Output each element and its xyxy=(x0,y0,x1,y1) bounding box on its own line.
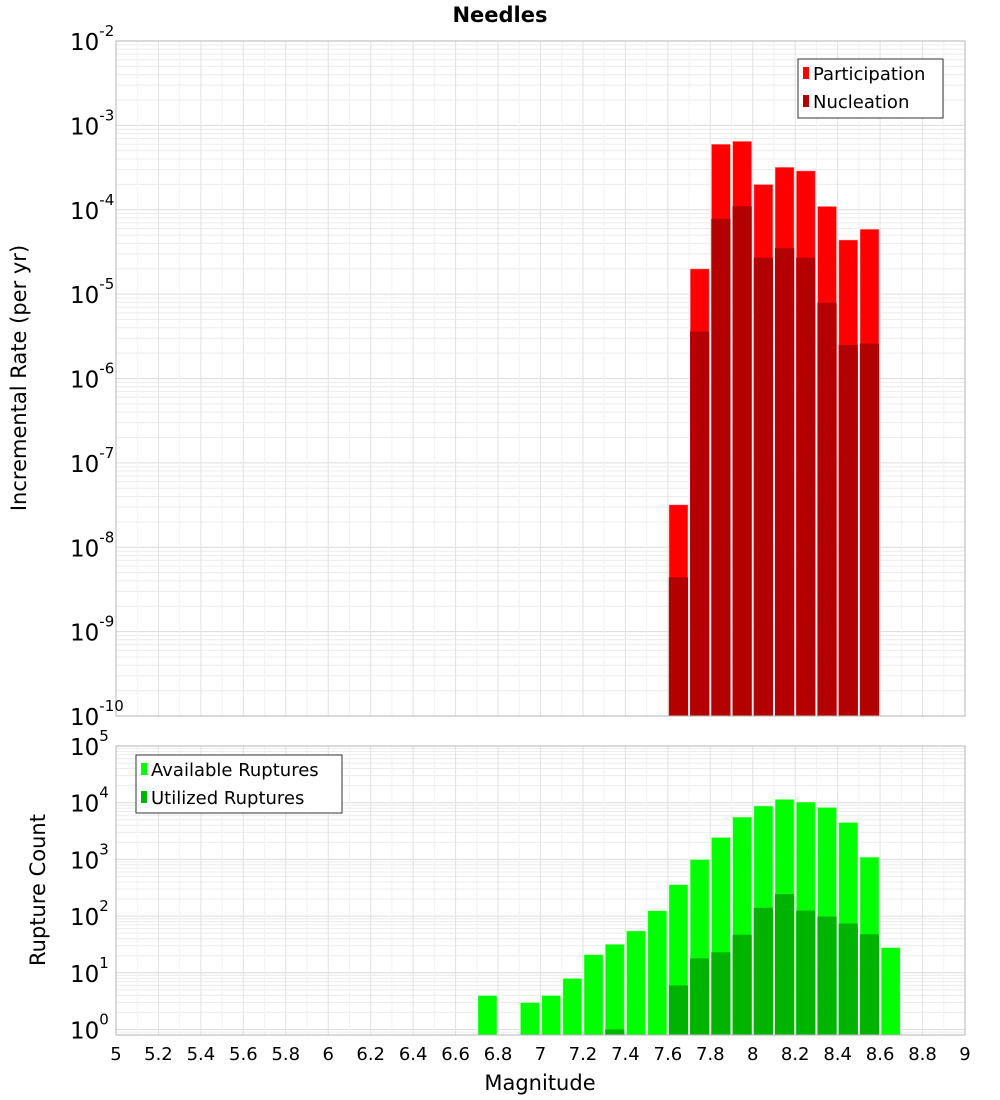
nucleation-bar xyxy=(859,343,880,716)
available-ruptures-bar xyxy=(519,1001,541,1036)
x-tick-label: 8.2 xyxy=(781,1044,810,1065)
nucleation-bar xyxy=(796,257,816,716)
nucleation-bar xyxy=(732,206,752,716)
available-ruptures-bar xyxy=(880,946,901,1036)
y-tick-label: 105 xyxy=(70,727,109,761)
utilized-ruptures-bar xyxy=(711,952,731,1035)
nucleation-bar xyxy=(817,302,837,716)
x-tick-label: 6.8 xyxy=(484,1044,513,1065)
x-tick-label: 5 xyxy=(110,1044,121,1065)
y-tick-label: 10-5 xyxy=(70,275,114,309)
utilized-ruptures-bar xyxy=(668,985,689,1035)
legend-label: Utilized Ruptures xyxy=(151,788,304,809)
utilized-ruptures-bar xyxy=(817,916,837,1035)
utilized-ruptures-bar xyxy=(732,934,752,1035)
x-tick-label: 7 xyxy=(535,1044,546,1065)
y-tick-label: 10-7 xyxy=(70,444,114,478)
legend-swatch xyxy=(803,95,809,107)
nucleation-bar xyxy=(668,577,689,716)
x-tick-label: 7.2 xyxy=(569,1044,598,1065)
y-tick-label: 10-4 xyxy=(70,191,114,225)
x-tick-label: 5.6 xyxy=(229,1044,258,1065)
x-tick-label: 8.4 xyxy=(823,1044,852,1065)
x-tick-label: 8.8 xyxy=(908,1044,937,1065)
x-tick-label: 7.4 xyxy=(611,1044,640,1065)
x-tick-label: 7.6 xyxy=(654,1044,683,1065)
rate-legend: Participation Nucleation xyxy=(797,58,944,119)
utilized-ruptures-bar xyxy=(605,1029,625,1035)
available-ruptures-bar xyxy=(477,994,498,1036)
y-tick-label: 102 xyxy=(70,897,109,931)
top-y-axis-label: Incremental Rate (per yr) xyxy=(7,245,31,511)
utilized-ruptures-bar xyxy=(796,910,816,1035)
available-ruptures-bar xyxy=(541,994,562,1036)
y-tick-label: 10-3 xyxy=(70,106,114,140)
nucleation-bar xyxy=(753,257,773,716)
utilized-ruptures-bar xyxy=(690,958,710,1035)
y-tick-label: 104 xyxy=(70,784,109,818)
x-axis-label: Magnitude xyxy=(484,1071,595,1095)
available-ruptures-bar xyxy=(562,977,583,1036)
legend-box xyxy=(135,754,343,814)
nucleation-bar xyxy=(690,331,710,716)
rate-plot: 10-10 10-9 10-8 10-7 10-6 10-5 10-4 10-3 10-2 Par… xyxy=(70,22,966,731)
x-tick-label: 8.6 xyxy=(866,1044,895,1065)
available-ruptures-bar xyxy=(583,954,604,1036)
utilized-ruptures-bar xyxy=(838,923,858,1035)
x-tick-label: 5.2 xyxy=(144,1044,173,1065)
legend-swatch xyxy=(141,791,147,803)
legend-label: Available Ruptures xyxy=(151,760,319,781)
x-tick-label: 6 xyxy=(323,1044,334,1065)
x-tick-label: 7.8 xyxy=(696,1044,725,1065)
x-tick-label: 5.4 xyxy=(187,1044,216,1065)
legend-label: Nucleation xyxy=(813,92,909,113)
available-ruptures-bar xyxy=(604,943,625,1036)
x-tick-label: 8 xyxy=(747,1044,758,1065)
x-tick-label: 9 xyxy=(959,1044,970,1065)
nucleation-bar xyxy=(711,218,731,716)
y-tick-label: 100 xyxy=(70,1011,109,1045)
available-ruptures-bar xyxy=(625,930,647,1036)
legend-box xyxy=(797,58,944,119)
bottom-y-axis-label: Rupture Count xyxy=(26,814,50,966)
y-tick-label: 103 xyxy=(70,840,109,874)
y-tick-label: 10-10 xyxy=(70,697,124,731)
nucleation-bar xyxy=(838,344,858,716)
y-tick-label: 10-2 xyxy=(70,22,114,56)
legend-label: Participation xyxy=(813,64,925,85)
y-tick-label: 101 xyxy=(70,954,109,988)
x-tick-label: 6.2 xyxy=(356,1044,385,1065)
rupture-count-plot: 100 101 102 103 104 105 Available Ruptures Util… xyxy=(70,727,966,1045)
utilized-ruptures-bar xyxy=(753,907,773,1035)
rupture-legend: Available Ruptures Utilized Ruptures xyxy=(135,754,343,814)
available-ruptures-bar xyxy=(647,910,668,1036)
plot-border xyxy=(115,745,966,1036)
y-tick-label: 10-9 xyxy=(70,613,114,647)
nucleation-bar xyxy=(774,248,795,717)
x-tick-label: 6.6 xyxy=(441,1044,470,1065)
utilized-ruptures-bar xyxy=(774,894,795,1035)
legend-swatch xyxy=(803,67,809,79)
plot-border xyxy=(115,40,966,717)
chart-title: Needles xyxy=(452,3,547,27)
legend-swatch xyxy=(141,763,147,775)
x-tick-label: 6.4 xyxy=(399,1044,428,1065)
utilized-ruptures-bar xyxy=(859,934,880,1035)
x-tick-label: 5.8 xyxy=(271,1044,300,1065)
y-tick-label: 10-6 xyxy=(70,360,114,394)
y-tick-label: 10-8 xyxy=(70,528,114,562)
